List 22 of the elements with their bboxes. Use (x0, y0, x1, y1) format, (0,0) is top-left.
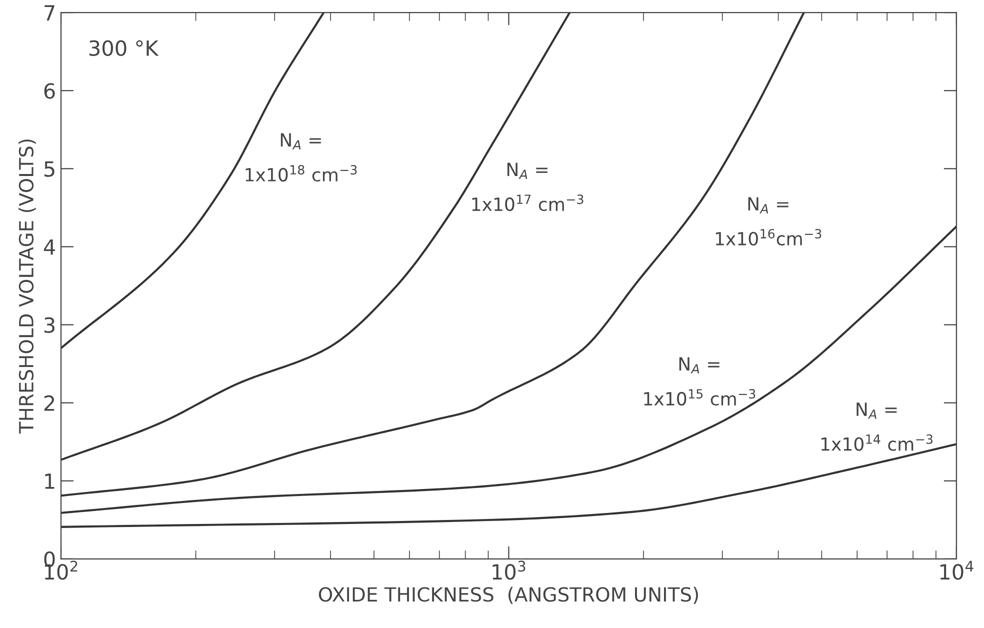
y-tick-label: 4 (44, 239, 55, 255)
x-tick-label: 10$^{4}$ (940, 560, 974, 580)
y-tick-label: 5 (44, 161, 54, 177)
annotation: 300 °K (89, 40, 159, 56)
y-axis-title: THRESHOLD VOLTAGE (VOLTS) (18, 140, 36, 434)
y-tick-label: 2 (44, 395, 54, 411)
x-axis-title: OXIDE THICKNESS (ANGSTROM UNITS) (318, 586, 698, 604)
y-tick-label: 1 (45, 474, 54, 489)
annotation: 1x10$^{18}$ cm$^{−3}$ (246, 165, 357, 182)
annotation: 1x10$^{15}$ cm$^{−3}$ (644, 389, 756, 406)
x-tick-label: 10$^{3}$ (492, 560, 526, 580)
annotation: N$_{A}$ = (679, 357, 720, 374)
annotation: N$_{A}$ = (856, 402, 897, 419)
annotation: 1x10$^{17}$ cm$^{−3}$ (472, 194, 584, 212)
annotation: 1x10$^{14}$ cm$^{−3}$ (822, 434, 932, 451)
annotation: N$_{A}$ = (280, 133, 321, 150)
annotation: 1x10$^{16}$cm$^{−3}$ (716, 228, 822, 246)
y-tick-label: 7 (44, 5, 54, 20)
y-tick-label: 6 (44, 83, 55, 99)
annotation: N$_{A}$ = (507, 162, 548, 179)
annotation: N$_{A}$ = (748, 197, 788, 214)
y-tick-label: 3 (44, 317, 54, 333)
